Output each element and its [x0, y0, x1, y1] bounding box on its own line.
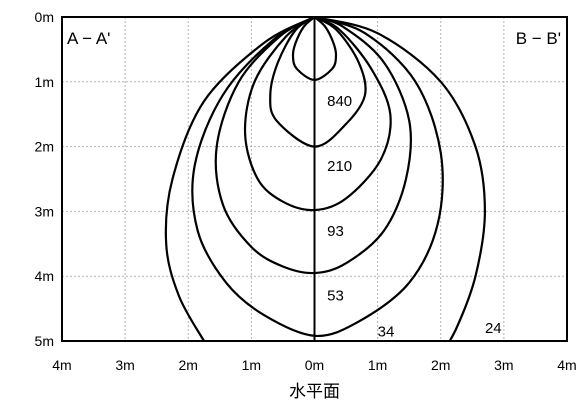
x-tick-label: 3m	[115, 357, 134, 373]
contour-label-210: 210	[327, 158, 352, 175]
x-tick-label: 0m	[305, 357, 324, 373]
x-tick-label: 4m	[557, 357, 576, 373]
y-tick-label: 3m	[35, 203, 54, 219]
x-axis-title: 水平面	[289, 382, 340, 402]
y-tick-label: 4m	[35, 268, 54, 284]
contour-label-93: 93	[327, 223, 344, 240]
y-tick-label: 5m	[35, 333, 54, 349]
section-label-left: A − A'	[67, 29, 110, 48]
y-tick-label: 1m	[35, 74, 54, 90]
x-tick-label: 4m	[52, 357, 71, 373]
x-tick-label: 2m	[431, 357, 450, 373]
contour-label-24: 24	[485, 320, 502, 337]
y-tick-label: 2m	[35, 139, 54, 155]
contour-label-34: 34	[378, 323, 395, 340]
contour-24	[164, 17, 486, 341]
contour-label-53: 53	[327, 288, 344, 305]
y-tick-label: 0m	[35, 9, 54, 25]
contour-labels: 840 210 93 53 34 24	[327, 93, 502, 340]
contour-label-840: 840	[327, 93, 352, 110]
x-tick-labels: 4m 3m 2m 1m 0m 1m 2m 3m 4m	[52, 357, 576, 373]
section-label-right: B − B'	[516, 29, 561, 48]
x-tick-label: 2m	[179, 357, 198, 373]
plot-frame	[61, 16, 568, 342]
y-tick-labels: 0m 1m 2m 3m 4m 5m	[35, 9, 54, 349]
x-tick-label: 1m	[368, 357, 387, 373]
x-tick-label: 3m	[494, 357, 513, 373]
x-tick-label: 1m	[242, 357, 261, 373]
